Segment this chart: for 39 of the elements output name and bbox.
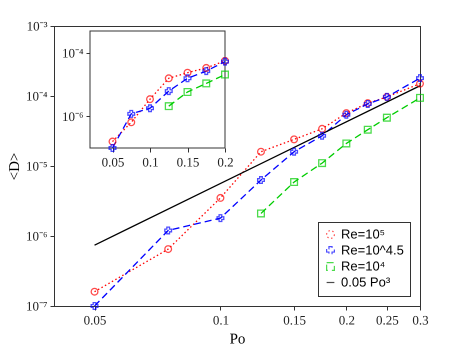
legend-label: Re=10⁵ — [341, 226, 386, 242]
y-tick-label: 10⁻⁷ — [26, 298, 48, 314]
y-tick-label: 10⁻⁴ — [26, 88, 48, 104]
point — [183, 68, 192, 77]
point — [202, 64, 210, 72]
legend-label: Re=10^4.5 — [341, 242, 404, 258]
point — [146, 95, 154, 104]
point — [146, 104, 154, 112]
y-tick-label: 10⁻⁴ — [62, 46, 84, 61]
x-tick-label: 0.3 — [412, 312, 429, 328]
legend-label: Re=10⁴ — [341, 258, 386, 274]
point — [108, 144, 117, 152]
point — [127, 110, 136, 118]
x-tick-label: 0.1 — [142, 154, 159, 170]
point — [183, 88, 192, 96]
point — [108, 138, 117, 146]
y-tick-label: 10⁻⁵ — [26, 158, 48, 174]
x-tick-label: 0.15 — [176, 154, 200, 170]
x-axis-title: Po — [230, 332, 246, 348]
x-tick-label: 0.05 — [102, 154, 124, 170]
point — [183, 74, 192, 82]
y-tick-label: 10⁻⁶ — [62, 108, 84, 124]
point — [202, 79, 210, 88]
x-tick-label: 0.1 — [212, 312, 230, 328]
y-axis-title: <D> — [6, 152, 23, 180]
x-tick-label: 0.25 — [376, 312, 399, 328]
point — [202, 67, 210, 76]
point — [220, 70, 230, 79]
x-tick-label: 0.15 — [283, 312, 306, 328]
y-tick-label: 10⁻³ — [26, 18, 48, 34]
point — [164, 87, 173, 96]
y-tick-label: 10⁻⁶ — [26, 228, 48, 244]
legend-label: 0.05 Po³ — [341, 274, 391, 290]
point — [164, 102, 173, 110]
point — [164, 74, 173, 82]
x-tick-label: 0.2 — [338, 312, 355, 328]
x-tick-label: 0.05 — [84, 312, 106, 328]
point — [127, 118, 136, 126]
x-tick-label: 0.2 — [217, 154, 234, 170]
